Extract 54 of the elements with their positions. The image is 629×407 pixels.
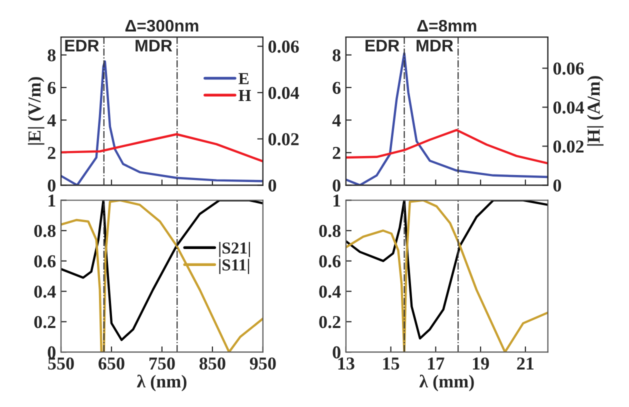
y-tick-label: 0 <box>332 179 340 192</box>
y-tick-label: 2 <box>332 146 340 159</box>
legend-label: E <box>238 73 249 84</box>
x-tick-label: 650 <box>98 357 124 370</box>
y-tick-label: 0.8 <box>319 224 340 238</box>
y-tick-label: 0.4 <box>34 286 56 298</box>
x-tick-label: 19 <box>472 357 489 370</box>
y-tick-label: 0.6 <box>319 255 341 268</box>
y2-tick-label: 0 <box>553 179 562 192</box>
x-tick-label: 21 <box>517 357 534 370</box>
ref-line-label: EDR <box>65 40 99 52</box>
y-tick-label: 0 <box>48 346 56 358</box>
ref-line-label: EDR <box>366 40 400 52</box>
y2-tick-label: 0.06 <box>268 40 299 53</box>
x-tick-label: 13 <box>338 357 354 370</box>
x-axis-title: λ (nm) <box>136 374 186 392</box>
ref-line-label: MDR <box>416 40 454 52</box>
x-axis-title: λ (mm) <box>419 374 474 392</box>
y-tick-label: 0 <box>332 346 340 358</box>
y2-tick-label: 0.06 <box>553 62 584 75</box>
ref-line-label: MDR <box>136 40 172 52</box>
y2-tick-label: 0.04 <box>553 101 584 114</box>
legend-label: H <box>238 90 251 101</box>
chart-title: Δ=300nm <box>125 20 198 32</box>
y2-tick-label: 0 <box>268 179 276 192</box>
legend-label: |S21| <box>219 242 250 258</box>
y2-tick-label: 0.04 <box>268 86 300 100</box>
y-tick-label: 8 <box>332 49 340 62</box>
x-tick-label: 17 <box>428 358 444 370</box>
y-tick-label: 6 <box>332 82 341 94</box>
y-tick-label: 0.2 <box>319 316 340 328</box>
x-tick-label: 850 <box>200 357 226 370</box>
y-tick-label: 4 <box>332 114 341 126</box>
y-tick-label: 0 <box>48 179 56 192</box>
y-tick-label: 0.2 <box>34 316 56 328</box>
y2-tick-label: 0.02 <box>268 133 299 146</box>
y2-tick-label: 0.02 <box>553 140 584 153</box>
y-tick-label: 4 <box>47 114 56 126</box>
legend-label: |S11| <box>219 258 250 274</box>
y-tick-label: 6 <box>48 82 56 94</box>
x-tick-label: 550 <box>48 357 74 370</box>
x-tick-label: 950 <box>250 357 276 370</box>
y-axis-title: |E| (V/m) <box>28 77 44 145</box>
y-tick-label: 8 <box>48 49 56 62</box>
y-tick-label: 0.6 <box>34 255 56 268</box>
y2-axis-title: |H| (A/m) <box>587 76 604 146</box>
x-tick-label: 750 <box>149 357 175 370</box>
y-tick-label: 1 <box>48 194 56 207</box>
y-tick-label: 1 <box>334 194 340 207</box>
y-tick-label: 0.8 <box>34 224 56 238</box>
y-tick-label: 2 <box>48 146 56 159</box>
y-tick-label: 0.4 <box>319 286 341 298</box>
chart-title: Δ=8mm <box>417 20 476 32</box>
x-tick-label: 15 <box>383 358 400 370</box>
